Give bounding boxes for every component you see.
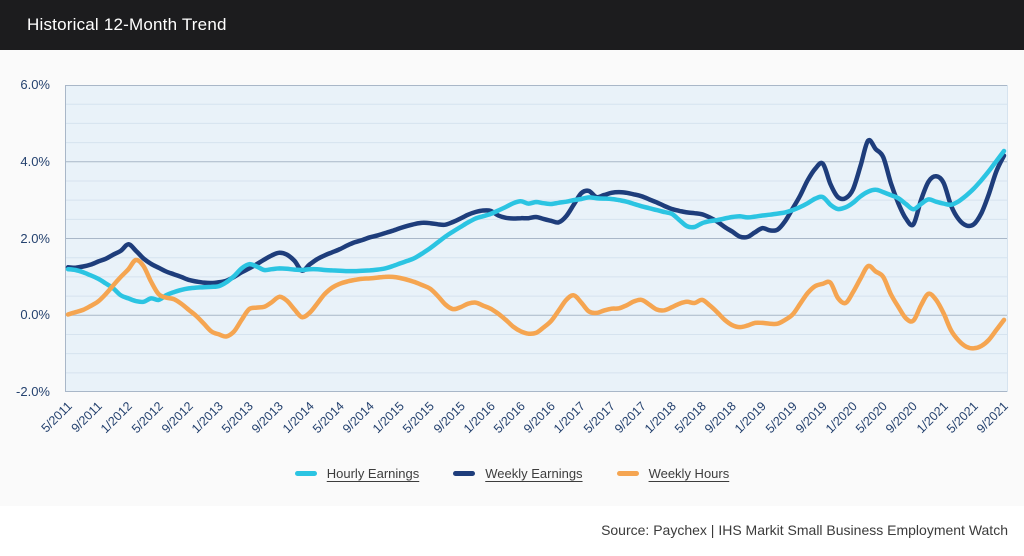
- page-title: Historical 12-Month Trend: [27, 15, 227, 34]
- legend-label-hourly-earnings: Hourly Earnings: [326, 466, 420, 481]
- y-tick-label: 2.0%: [20, 230, 50, 246]
- series-line-weekly-hours: [65, 257, 1007, 351]
- legend-swatch-weekly-hours: [616, 471, 639, 476]
- y-tick-label: 0.0%: [20, 307, 50, 323]
- bottom-strip: [0, 506, 1024, 556]
- title-bar: Historical 12-Month Trend: [0, 0, 1024, 50]
- legend-item-weekly-earnings[interactable]: Weekly Earnings: [453, 466, 583, 481]
- legend-swatch-weekly-earnings: [453, 471, 476, 476]
- y-tick-label: -2.0%: [16, 384, 50, 399]
- y-tick-label: 4.0%: [20, 153, 50, 169]
- y-tick-label: 6.0%: [20, 77, 50, 92]
- legend-swatch-hourly-earnings: [294, 471, 317, 476]
- chart-legend: Hourly Earnings Weekly Earnings Weekly Hou…: [0, 466, 1024, 481]
- legend-item-hourly-earnings[interactable]: Hourly Earnings: [294, 466, 420, 481]
- legend-label-weekly-hours: Weekly Hours: [648, 466, 730, 481]
- legend-item-weekly-hours[interactable]: Weekly Hours: [616, 466, 730, 481]
- trend-line-chart: [65, 85, 1008, 392]
- legend-label-weekly-earnings: Weekly Earnings: [485, 466, 583, 481]
- series-line-hourly-earnings: [65, 148, 1007, 305]
- source-credit: Source: Paychex | IHS Markit Small Busin…: [601, 522, 1008, 538]
